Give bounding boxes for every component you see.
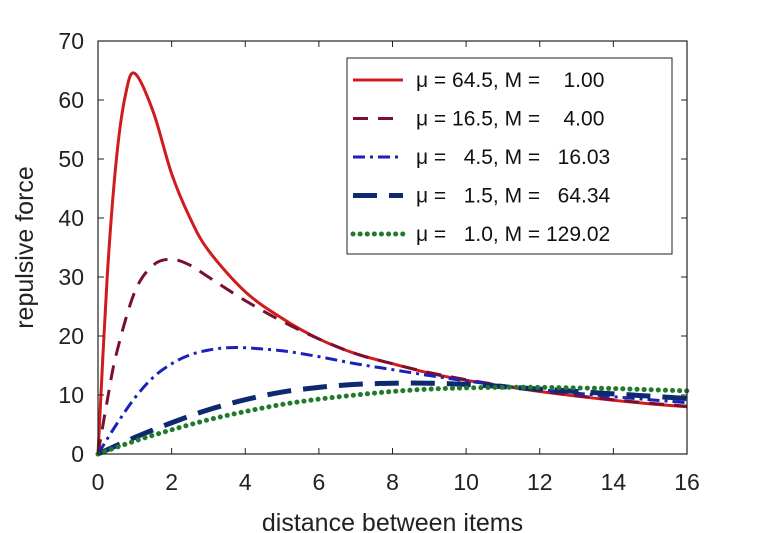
legend-label: μ = 1.0, M = 129.02	[416, 223, 610, 246]
x-tick-label: 12	[527, 469, 553, 495]
legend-label: μ = 4.5, M = 16.03	[416, 146, 610, 169]
series-line-1	[96, 71, 688, 455]
y-tick-label: 20	[58, 323, 84, 349]
legend: μ = 64.5, M = 1.00 μ = 16.5, M = 4.00 μ = …	[346, 57, 673, 255]
series-layer	[95, 71, 690, 457]
y-tick-label: 50	[58, 146, 84, 172]
y-axis-label: repulsive force	[11, 166, 39, 329]
legend-label: μ = 64.5, M = 1.00	[416, 69, 604, 92]
x-tick-label: 4	[239, 469, 252, 495]
x-tick-label: 16	[674, 469, 700, 495]
series-line-5	[95, 384, 690, 457]
y-tick-label: 70	[58, 28, 84, 54]
legend-label: μ = 16.5, M = 4.00	[416, 108, 604, 131]
series-line-4	[96, 380, 688, 457]
x-tick-label: 10	[453, 469, 479, 495]
x-tick-label: 2	[165, 469, 178, 495]
x-tick-label: 0	[92, 469, 105, 495]
legend-box	[346, 57, 673, 255]
x-tick-label: 6	[312, 469, 325, 495]
series-line-2	[96, 257, 688, 455]
x-tick-label: 14	[601, 469, 627, 495]
y-axis: 0 10 20 30 40 50 60 70	[58, 28, 687, 467]
x-tick-label: 8	[386, 469, 399, 495]
legend-label: μ = 1.5, M = 64.34	[416, 185, 611, 208]
x-axis-label: distance between items	[262, 509, 523, 533]
y-tick-label: 0	[71, 441, 84, 467]
y-tick-label: 30	[58, 264, 84, 290]
x-axis: 0 2 4 6 8 10 12 14 16	[92, 41, 700, 495]
y-tick-label: 60	[58, 87, 84, 113]
y-tick-label: 10	[58, 382, 84, 408]
y-tick-label: 40	[58, 205, 84, 231]
